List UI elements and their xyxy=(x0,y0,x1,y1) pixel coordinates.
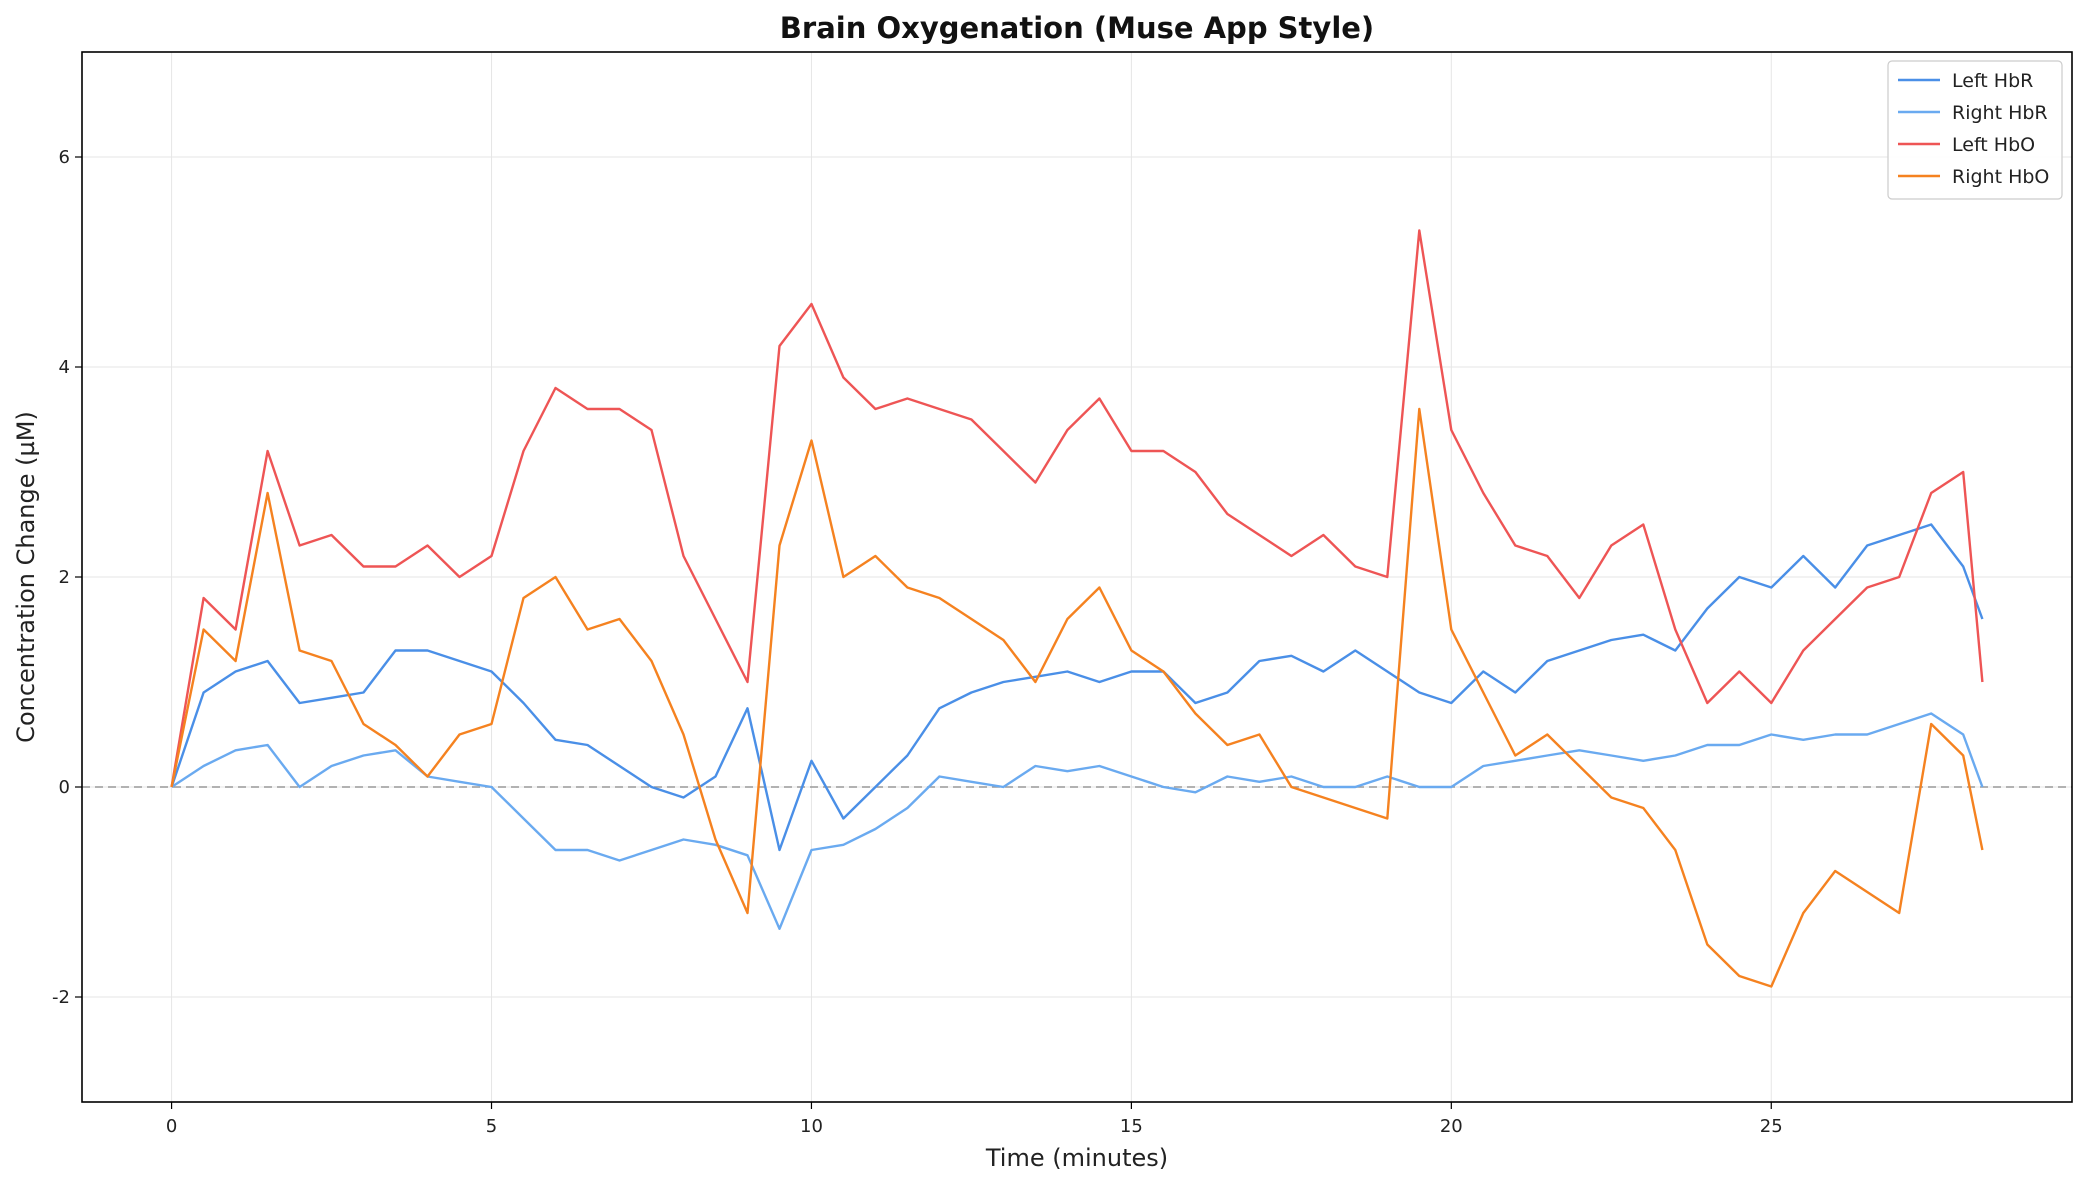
legend-entry-right-hbo: Right HbO xyxy=(1898,166,2049,188)
y-tick-label: 2 xyxy=(59,567,70,588)
grid xyxy=(82,52,2072,1102)
y-tick-label: -2 xyxy=(52,987,70,1008)
legend-entry-left-hbr: Left HbR xyxy=(1898,70,2033,92)
legend-entry-left-hbo: Left HbO xyxy=(1898,134,2035,156)
x-tick-label: 20 xyxy=(1440,1116,1463,1137)
legend-label: Left HbR xyxy=(1952,70,2033,92)
series-line-right-hbo xyxy=(170,407,1984,988)
legend-label: Left HbO xyxy=(1952,134,2035,156)
legend-entry-right-hbr: Right HbR xyxy=(1898,102,2048,124)
series-line-left-hbr xyxy=(170,523,1984,852)
x-axis-ticks: 0 5 10 15 20 25 xyxy=(166,1102,1783,1137)
legend: Left HbR Right HbR Left HbO Right HbO xyxy=(1887,60,2063,200)
legend-label: Right HbO xyxy=(1952,166,2049,188)
series-line-left-hbo xyxy=(170,229,1984,788)
y-tick-label: 4 xyxy=(59,357,70,378)
x-tick-label: 10 xyxy=(800,1116,823,1137)
x-tick-label: 5 xyxy=(486,1116,497,1137)
y-axis-ticks: -2 0 2 4 6 xyxy=(52,147,82,1008)
y-axis-label: Concentration Change (µM) xyxy=(12,411,40,743)
legend-box xyxy=(1887,60,2063,200)
x-tick-label: 25 xyxy=(1760,1116,1783,1137)
chart-title: Brain Oxygenation (Muse App Style) xyxy=(780,11,1374,45)
series-line-right-hbr xyxy=(170,712,1984,930)
x-tick-label: 15 xyxy=(1120,1116,1143,1137)
x-tick-label: 0 xyxy=(166,1116,177,1137)
x-axis-label: Time (minutes) xyxy=(985,1144,1168,1172)
legend-label: Right HbR xyxy=(1952,102,2048,124)
y-tick-label: 6 xyxy=(59,147,70,168)
series-group xyxy=(170,229,1984,988)
y-tick-label: 0 xyxy=(59,777,70,798)
